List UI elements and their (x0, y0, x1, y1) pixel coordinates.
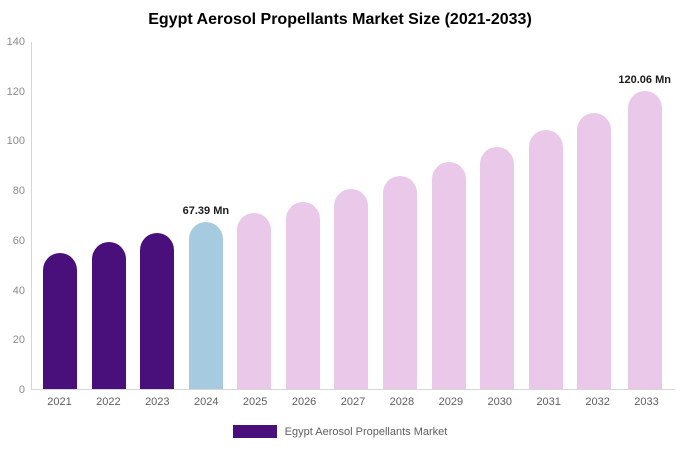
y-tick-label: 60 (12, 234, 25, 247)
x-tick-label: 2031 (536, 396, 561, 408)
x-tick-label: 2029 (438, 396, 464, 408)
y-tick-label: 140 (6, 36, 25, 48)
y-tick-label: 100 (6, 135, 25, 148)
x-tick-label: 2026 (291, 396, 317, 408)
bar-2027 (334, 189, 369, 389)
bar-2033 (627, 91, 662, 389)
bar-slot (230, 42, 279, 389)
y-tick-label: 120 (6, 85, 25, 98)
bar-value-label: 120.06 Mn (618, 74, 671, 87)
bar-slot (36, 42, 85, 389)
x-tick-label: 2032 (585, 396, 610, 408)
x-tick-label: 2022 (96, 396, 121, 408)
plot-area: 67.39 Mn 120.06 Mn (31, 42, 675, 390)
bar-2030 (480, 147, 515, 389)
bar-2025 (237, 213, 272, 389)
legend: Egypt Aerosol Propellants Market (0, 425, 680, 438)
bar-slot (327, 42, 376, 389)
x-tick-label: 2027 (340, 396, 366, 408)
bar-slot: 67.39 Mn (182, 42, 231, 389)
bar-2026 (285, 201, 320, 389)
bar-2024 (188, 221, 223, 389)
legend-label: Egypt Aerosol Propellants Market (284, 425, 448, 438)
bar-slot (521, 42, 570, 389)
bar-2023 (140, 232, 175, 389)
y-axis: 0 20 40 60 80 100 120 140 (0, 36, 28, 396)
y-tick-label: 0 (18, 384, 25, 396)
bar-slot (85, 42, 134, 389)
y-tick-label: 80 (12, 185, 25, 198)
x-labels: 2021 2022 2023 2024 2025 2026 2027 2028 2029 2030… (31, 396, 675, 408)
bar-slot (133, 42, 182, 389)
bar-2028 (382, 175, 417, 389)
bar-slot (279, 42, 328, 389)
x-tick-label: 2033 (634, 396, 659, 408)
y-tick-label: 20 (12, 334, 25, 347)
bar-2022 (91, 241, 126, 389)
bar-2032 (577, 112, 612, 389)
bar-2029 (431, 162, 466, 389)
x-tick-label: 2025 (242, 396, 268, 408)
x-tick-label: 2023 (145, 396, 170, 408)
bar-2021 (43, 252, 78, 389)
bars: 67.39 Mn 120.06 Mn (32, 42, 675, 389)
legend-swatch (232, 425, 277, 438)
x-tick-label: 2028 (389, 396, 415, 408)
bar-slot (376, 42, 425, 389)
x-tick-label: 2024 (193, 396, 219, 408)
bar-slot (424, 42, 473, 389)
bar-slot: 120.06 Mn (618, 42, 671, 389)
bar-slot (473, 42, 522, 389)
bar-2031 (528, 130, 563, 389)
chart-title: Egypt Aerosol Propellants Market Size (2… (148, 11, 532, 28)
bar-slot (570, 42, 619, 389)
y-tick-label: 40 (12, 284, 25, 297)
bar-value-label: 67.39 Mn (182, 204, 230, 217)
x-tick-label: 2030 (487, 396, 512, 408)
x-tick-label: 2021 (47, 396, 72, 408)
